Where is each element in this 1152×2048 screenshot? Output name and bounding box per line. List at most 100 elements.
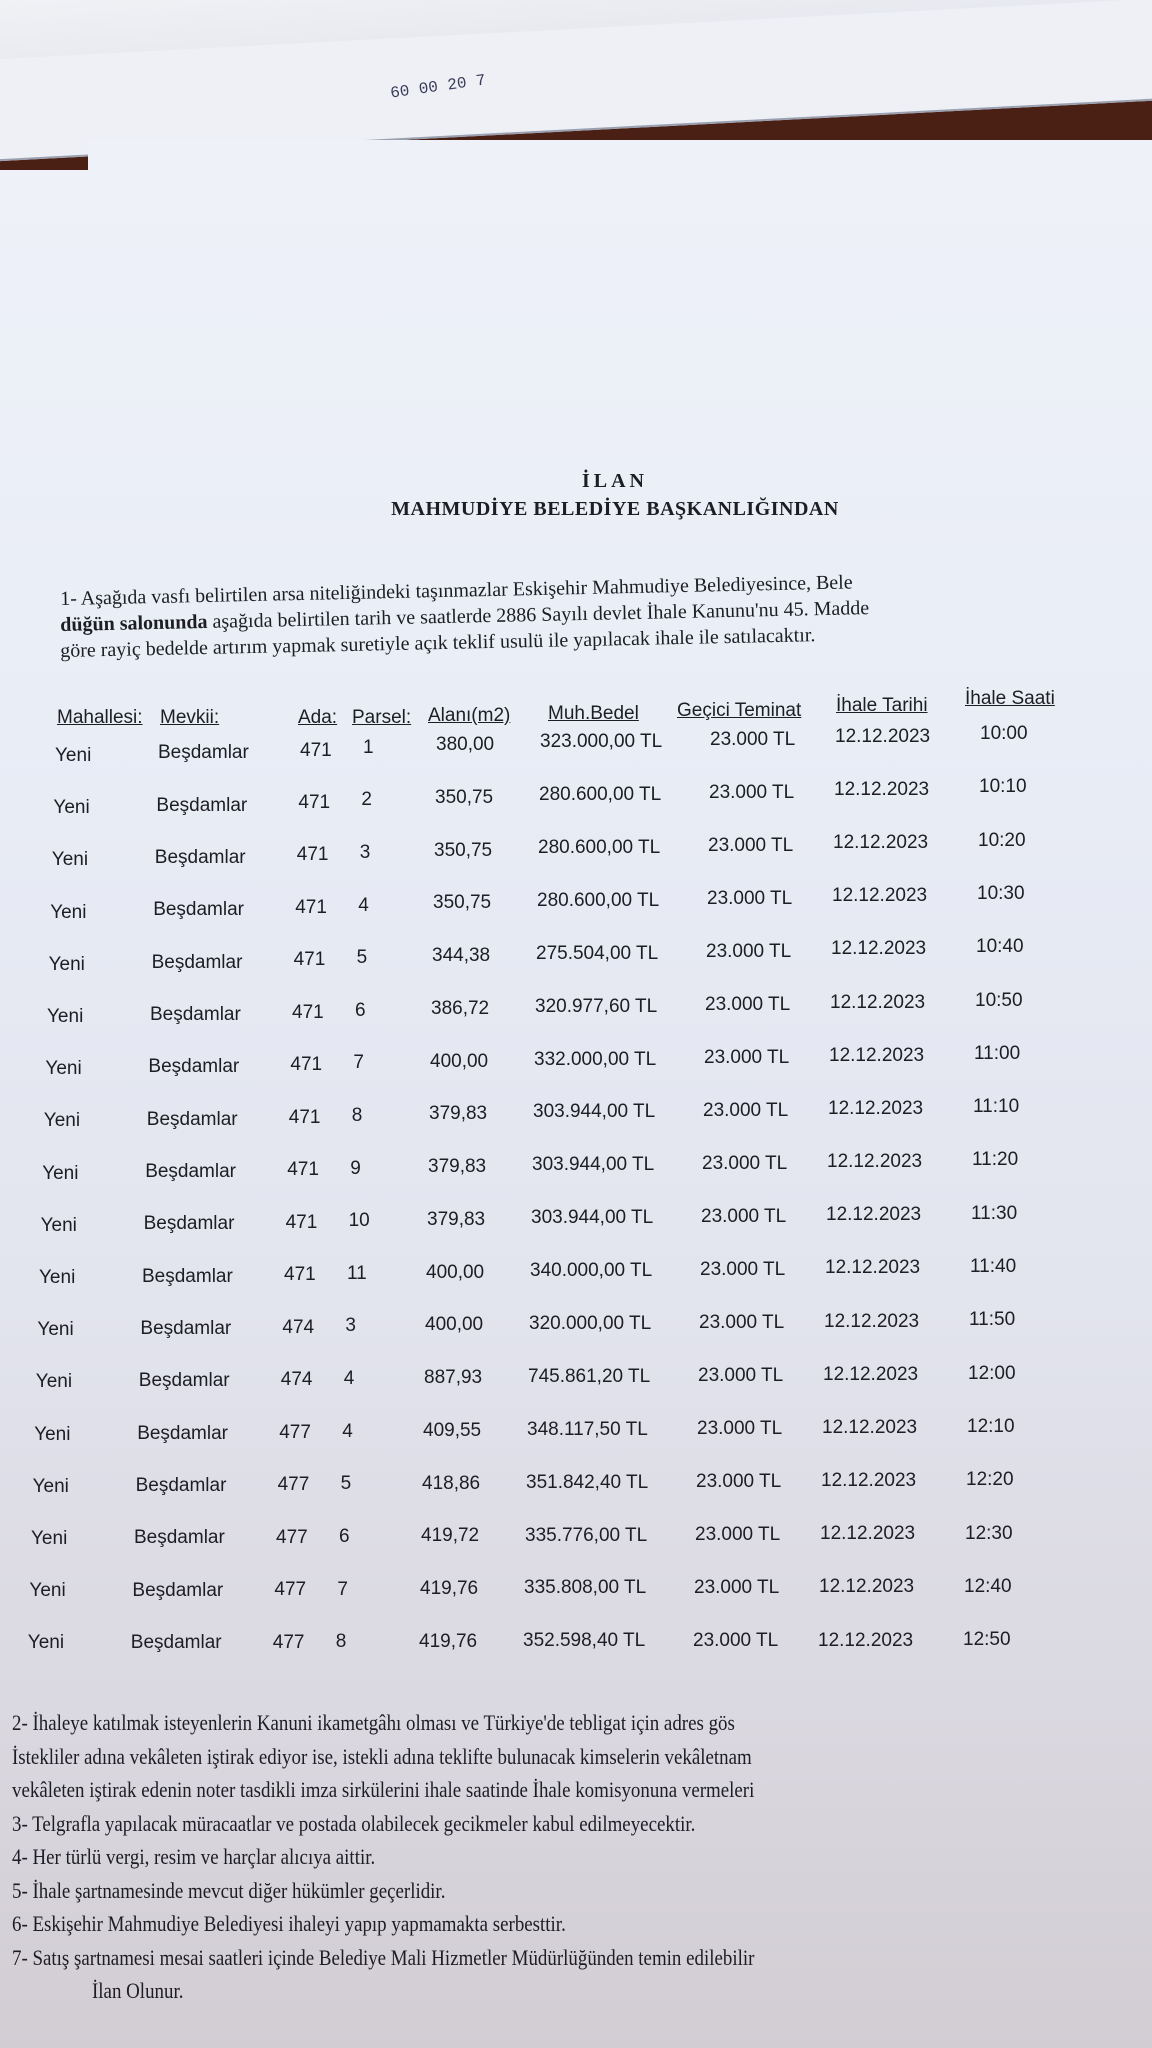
document-title: İLAN bbox=[581, 470, 648, 492]
cell-tarih: 12.12.2023 bbox=[818, 1629, 914, 1651]
cell-ada: 477 bbox=[272, 1631, 305, 1653]
cell-teminat: 23.000 TL bbox=[709, 781, 795, 803]
cell-parsel: 10 bbox=[348, 1210, 370, 1232]
cell-ada: 471 bbox=[290, 1054, 323, 1076]
header-tarih: İhale Tarihi bbox=[836, 695, 928, 716]
cell-saat: 10:50 bbox=[975, 989, 1023, 1011]
cell-saat: 10:30 bbox=[977, 882, 1025, 904]
cell-bedel: 332.000,00 TL bbox=[534, 1048, 657, 1070]
cell-ada: 471 bbox=[296, 844, 329, 866]
cell-teminat: 23.000 TL bbox=[708, 834, 794, 856]
header-bedel: Muh.Bedel bbox=[548, 703, 639, 724]
cell-mahalle: Yeni bbox=[34, 1423, 71, 1445]
cell-tarih: 12.12.2023 bbox=[835, 725, 931, 747]
cell-mevki: Beşdamlar bbox=[142, 1265, 233, 1287]
cell-mahalle: Yeni bbox=[40, 1214, 77, 1236]
footer-line: İlan Olunur. bbox=[92, 1978, 184, 2003]
cell-tarih: 12.12.2023 bbox=[823, 1363, 919, 1385]
cell-alan: 409,55 bbox=[423, 1419, 482, 1441]
cell-ada: 471 bbox=[285, 1211, 318, 1233]
cell-mahalle: Yeni bbox=[42, 1162, 79, 1184]
cell-saat: 11:50 bbox=[969, 1309, 1016, 1331]
cell-parsel: 2 bbox=[361, 789, 372, 811]
cell-alan: 386,72 bbox=[431, 997, 490, 1019]
cell-saat: 11:40 bbox=[970, 1256, 1017, 1277]
footer-line: 5- İhale şartnamesinde mevcut diğer hükü… bbox=[12, 1877, 446, 1903]
cell-parsel: 9 bbox=[350, 1157, 361, 1179]
cell-mevki: Beşdamlar bbox=[156, 794, 248, 816]
header-parsel: Parsel: bbox=[352, 707, 412, 728]
cell-tarih: 12.12.2023 bbox=[830, 991, 926, 1013]
cell-parsel: 6 bbox=[339, 1525, 350, 1547]
cell-teminat: 23.000 TL bbox=[705, 993, 791, 1015]
cell-saat: 12:50 bbox=[963, 1629, 1011, 1651]
cell-bedel: 303.944,00 TL bbox=[532, 1154, 655, 1176]
footer-line: 2- İhaleye katılmak isteyenlerin Kanuni … bbox=[12, 1710, 735, 1735]
cell-saat: 12:30 bbox=[965, 1522, 1013, 1544]
header-saat: İhale Saati bbox=[965, 688, 1055, 709]
cell-teminat: 23.000 TL bbox=[695, 1523, 781, 1545]
cell-tarih: 12.12.2023 bbox=[831, 938, 927, 960]
cell-tarih: 12.12.2023 bbox=[824, 1310, 920, 1332]
cell-mahalle: Yeni bbox=[29, 1580, 66, 1602]
cell-ada: 471 bbox=[288, 1106, 321, 1128]
cell-mevki: Beşdamlar bbox=[137, 1422, 229, 1444]
cell-mahalle: Yeni bbox=[39, 1267, 76, 1288]
cell-mevki: Beşdamlar bbox=[138, 1370, 230, 1392]
cell-tarih: 12.12.2023 bbox=[832, 885, 928, 907]
cell-saat: 11:10 bbox=[973, 1096, 1020, 1118]
cell-bedel: 280.600,00 TL bbox=[539, 784, 662, 806]
footer-line: 6- Eskişehir Mahmudiye Belediyesi ihaley… bbox=[12, 1911, 566, 1936]
cell-ada: 471 bbox=[298, 791, 331, 813]
cell-ada: 477 bbox=[274, 1579, 307, 1601]
cell-parsel: 3 bbox=[359, 841, 371, 863]
cell-bedel: 303.944,00 TL bbox=[533, 1101, 656, 1123]
cell-alan: 419,76 bbox=[420, 1578, 479, 1599]
cell-ada: 471 bbox=[284, 1264, 316, 1286]
cell-alan: 400,00 bbox=[430, 1050, 489, 1072]
cell-mevki: Beşdamlar bbox=[135, 1474, 227, 1496]
cell-mahalle: Yeni bbox=[43, 1110, 81, 1132]
cell-ada: 474 bbox=[280, 1369, 313, 1391]
cell-parsel: 4 bbox=[343, 1368, 355, 1390]
cell-mevki: Beşdamlar bbox=[151, 951, 243, 973]
cell-parsel: 1 bbox=[363, 736, 374, 758]
cell-parsel: 8 bbox=[335, 1631, 347, 1653]
cell-teminat: 23.000 TL bbox=[710, 728, 796, 750]
cell-parsel: 8 bbox=[351, 1105, 363, 1127]
cell-mevki: Beşdamlar bbox=[134, 1527, 225, 1549]
cell-teminat: 23.000 TL bbox=[704, 1046, 790, 1068]
cell-saat: 10:00 bbox=[980, 723, 1028, 744]
cell-parsel: 7 bbox=[353, 1052, 364, 1074]
cell-mahalle: Yeni bbox=[53, 797, 90, 819]
footer-line: 3- Telgrafla yapılacak müracaatlar ve po… bbox=[12, 1810, 696, 1836]
cell-bedel: 348.117,50 TL bbox=[527, 1418, 648, 1440]
cell-teminat: 23.000 TL bbox=[701, 1205, 787, 1227]
cell-alan: 379,83 bbox=[427, 1208, 486, 1230]
cell-saat: 12:10 bbox=[967, 1415, 1015, 1437]
cell-bedel: 335.808,00 TL bbox=[524, 1577, 647, 1599]
cell-ada: 471 bbox=[292, 1001, 324, 1023]
footer-line: İstekliler adına vekâleten iştirak ediyo… bbox=[12, 1743, 752, 1769]
cell-bedel: 280.600,00 TL bbox=[537, 889, 660, 911]
cell-alan: 379,83 bbox=[429, 1103, 488, 1125]
cell-saat: 10:10 bbox=[979, 776, 1027, 798]
cell-tarih: 12.12.2023 bbox=[834, 778, 930, 800]
cell-mevki: Beşdamlar bbox=[148, 1056, 240, 1078]
cell-bedel: 323.000,00 TL bbox=[540, 731, 663, 753]
cell-bedel: 280.600,00 TL bbox=[538, 837, 661, 859]
cell-bedel: 275.504,00 TL bbox=[536, 942, 659, 964]
cell-alan: 418,86 bbox=[422, 1472, 481, 1494]
cell-mevki: Beşdamlar bbox=[153, 899, 245, 921]
cell-mevki: Beşdamlar bbox=[150, 1003, 241, 1025]
cell-mevki: Beşdamlar bbox=[140, 1317, 232, 1339]
cell-tarih: 12.12.2023 bbox=[819, 1576, 915, 1598]
cell-tarih: 12.12.2023 bbox=[826, 1204, 922, 1226]
cell-alan: 350,75 bbox=[435, 786, 494, 808]
cell-ada: 471 bbox=[295, 896, 327, 918]
cell-ada: 474 bbox=[282, 1316, 315, 1338]
cell-bedel: 335.776,00 TL bbox=[525, 1524, 648, 1546]
cell-parsel: 5 bbox=[340, 1473, 352, 1495]
cell-bedel: 320.000,00 TL bbox=[529, 1313, 652, 1334]
cell-saat: 11:00 bbox=[974, 1042, 1021, 1064]
